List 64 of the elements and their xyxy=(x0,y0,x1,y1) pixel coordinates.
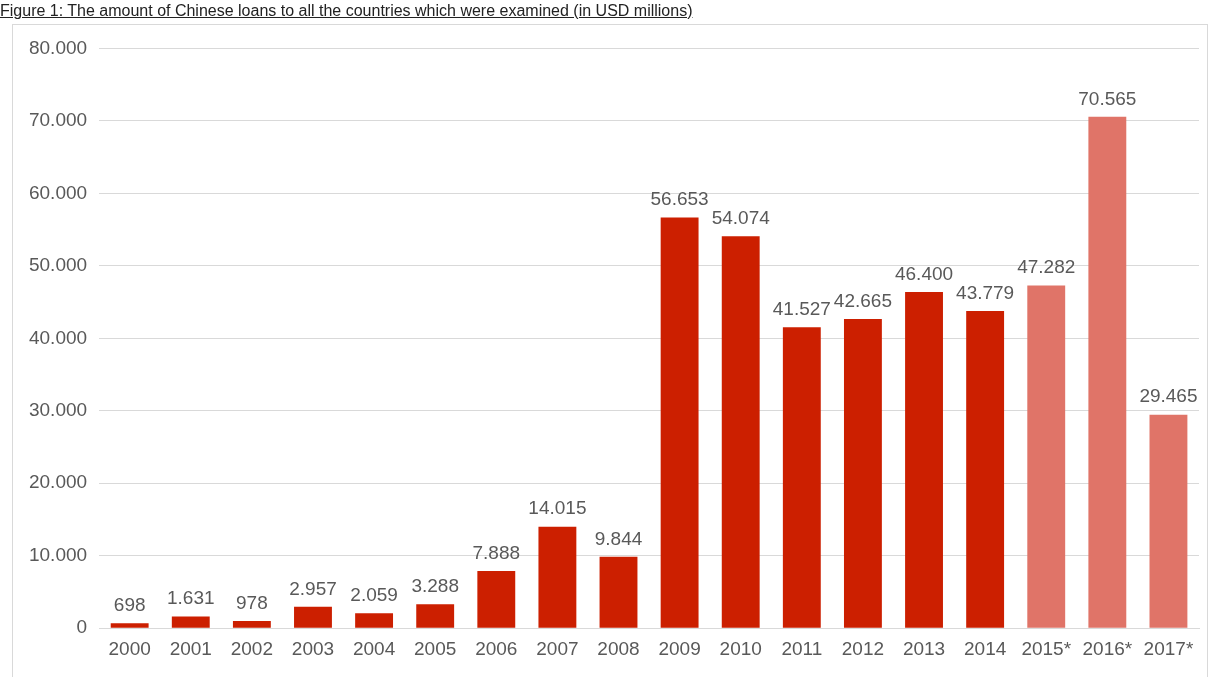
data-label: 41.527 xyxy=(772,297,831,319)
x-tick-label: 2010 xyxy=(719,637,762,659)
bar xyxy=(416,604,455,628)
x-tick-label: 2016* xyxy=(1082,637,1133,659)
x-tick-label: 2004 xyxy=(352,637,396,659)
data-label: 42.665 xyxy=(833,289,892,311)
x-tick-label: 2015* xyxy=(1021,637,1072,659)
bar xyxy=(538,526,577,628)
data-label: 43.779 xyxy=(956,281,1015,303)
x-tick-label: 2009 xyxy=(658,637,701,659)
bar xyxy=(843,318,882,628)
bar xyxy=(477,571,516,628)
y-tick-label: 70.000 xyxy=(28,109,88,131)
x-tick-label: 2005 xyxy=(414,637,457,659)
data-label: 2.957 xyxy=(289,577,337,599)
y-tick-label: 20.000 xyxy=(28,471,88,493)
x-tick-label: 2017* xyxy=(1143,637,1194,659)
data-label: 29.465 xyxy=(1139,385,1198,407)
data-label: 56.653 xyxy=(650,188,709,210)
x-tick-label: 2007 xyxy=(536,637,579,659)
data-label: 9.844 xyxy=(594,527,643,549)
data-label: 1.631 xyxy=(167,587,215,609)
data-label: 978 xyxy=(236,591,268,613)
bar xyxy=(782,327,821,628)
x-tick-label: 2000 xyxy=(108,637,151,659)
x-tick-label: 2013 xyxy=(902,637,946,659)
bar xyxy=(110,623,149,628)
bar xyxy=(1088,116,1127,628)
data-label: 698 xyxy=(113,593,146,615)
bar xyxy=(232,621,271,628)
data-label: 47.282 xyxy=(1017,256,1076,278)
bar xyxy=(1027,285,1066,628)
x-tick-label: 2012 xyxy=(841,637,885,659)
data-label: 7.888 xyxy=(472,541,521,563)
bar xyxy=(171,616,210,628)
x-tick-label: 2001 xyxy=(169,637,212,659)
bar xyxy=(660,217,699,628)
data-label: 3.288 xyxy=(411,575,459,597)
y-tick-label: 10.000 xyxy=(28,543,88,565)
bar xyxy=(1149,414,1188,628)
bar xyxy=(966,310,1005,628)
data-label: 14.015 xyxy=(528,497,587,519)
chart-title: Figure 1: The amount of Chinese loans to all the countries which were examined (in USD millions) xyxy=(0,1,694,20)
y-tick-label: 30.000 xyxy=(28,399,88,421)
data-label: 2.059 xyxy=(350,584,398,606)
x-tick-label: 2014 xyxy=(963,637,1007,659)
bar xyxy=(721,236,760,628)
data-label: 70.565 xyxy=(1078,87,1137,109)
x-tick-label: 2002 xyxy=(230,637,274,659)
x-tick-label: 2006 xyxy=(475,637,518,659)
y-tick-label: 50.000 xyxy=(28,254,88,276)
y-tick-label: 60.000 xyxy=(28,181,88,203)
bar xyxy=(355,613,394,628)
data-label: 54.074 xyxy=(711,207,771,229)
x-tick-label: 2008 xyxy=(597,637,640,659)
bar xyxy=(294,606,332,628)
y-tick-label: 80.000 xyxy=(28,36,88,58)
y-tick-label: 0 xyxy=(76,616,88,638)
x-tick-label: 2003 xyxy=(291,637,335,659)
x-tick-label: 2011 xyxy=(781,637,823,659)
data-label: 46.400 xyxy=(894,262,954,284)
bar xyxy=(905,291,943,628)
y-tick-label: 40.000 xyxy=(28,326,88,348)
bar xyxy=(599,556,638,628)
